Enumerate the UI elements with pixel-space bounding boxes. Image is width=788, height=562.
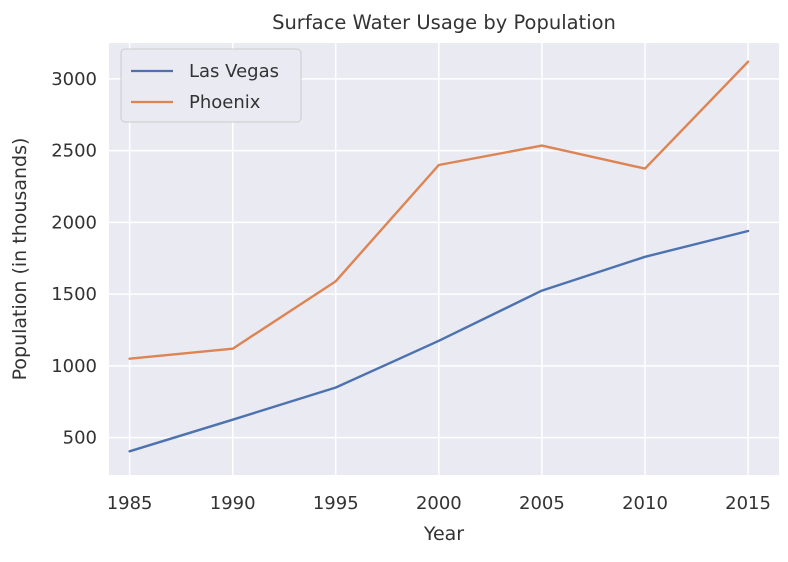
x-tick-label: 1990 xyxy=(210,493,256,514)
legend-box xyxy=(120,48,302,123)
grid-lines xyxy=(109,43,779,475)
legend: Las Vegas Phoenix xyxy=(120,48,302,123)
y-tick-labels: 500 1000 1500 2000 2500 3000 xyxy=(51,69,97,449)
chart-title: Surface Water Usage by Population xyxy=(272,11,616,34)
y-tick-label: 1500 xyxy=(51,284,97,305)
legend-label-las-vegas: Las Vegas xyxy=(189,61,279,82)
y-tick-label: 1000 xyxy=(51,356,97,377)
series-line-phoenix xyxy=(128,60,750,360)
y-tick-label: 2500 xyxy=(51,141,97,162)
x-tick-label: 2010 xyxy=(622,493,668,514)
series-line-las-vegas xyxy=(128,229,750,453)
x-tick-label: 2015 xyxy=(725,493,771,514)
y-tick-label: 3000 xyxy=(51,69,97,90)
x-tick-label: 2005 xyxy=(519,493,565,514)
x-tick-labels: 1985 1990 1995 2000 2005 2010 2015 xyxy=(107,493,771,514)
data-series xyxy=(128,60,750,453)
y-tick-label: 2000 xyxy=(51,212,97,233)
x-tick-label: 1985 xyxy=(107,493,153,514)
x-tick-label: 1995 xyxy=(313,493,359,514)
y-axis-label: Population (in thousands) xyxy=(9,138,31,381)
x-axis-label: Year xyxy=(423,523,464,545)
y-tick-label: 500 xyxy=(63,428,97,449)
legend-label-phoenix: Phoenix xyxy=(189,92,261,113)
x-tick-label: 2000 xyxy=(416,493,462,514)
